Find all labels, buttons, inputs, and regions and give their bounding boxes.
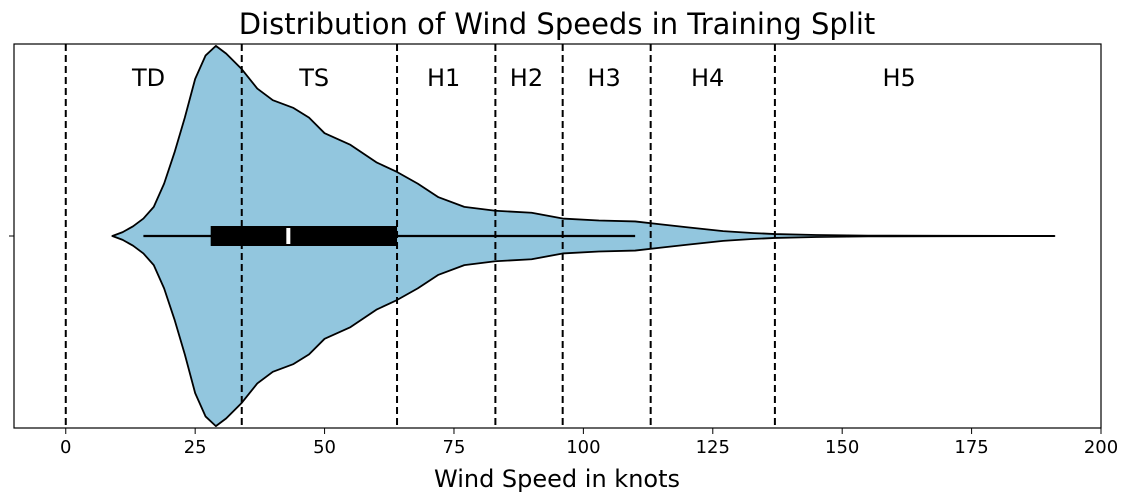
- category-label: H3: [587, 64, 620, 92]
- x-tick-label: 0: [60, 437, 71, 458]
- x-tick-label: 25: [184, 437, 207, 458]
- plot-area: [64, 44, 1056, 428]
- x-tick-label: 50: [313, 437, 336, 458]
- x-tick-label: 100: [566, 437, 600, 458]
- category-labels: TD TS H1 H2 H3 H4 H5: [131, 64, 916, 92]
- x-tick-label: 200: [1084, 437, 1118, 458]
- category-label: H2: [510, 64, 543, 92]
- violin-iqr-box: [210, 226, 398, 246]
- x-tick-label: 150: [825, 437, 859, 458]
- x-axis-label: Wind Speed in knots: [434, 465, 680, 493]
- x-axis: 0 25 50 75 100 125 150 175 200: [60, 428, 1118, 458]
- category-label: TS: [298, 64, 329, 92]
- category-label: TD: [131, 64, 165, 92]
- x-tick-label: 175: [954, 437, 988, 458]
- violin-median: [286, 228, 291, 244]
- chart-title: Distribution of Wind Speeds in Training …: [239, 7, 876, 41]
- category-label: H4: [691, 64, 724, 92]
- category-label: H1: [427, 64, 460, 92]
- x-tick-label: 125: [696, 437, 730, 458]
- x-tick-label: 75: [443, 437, 466, 458]
- category-label: H5: [882, 64, 915, 92]
